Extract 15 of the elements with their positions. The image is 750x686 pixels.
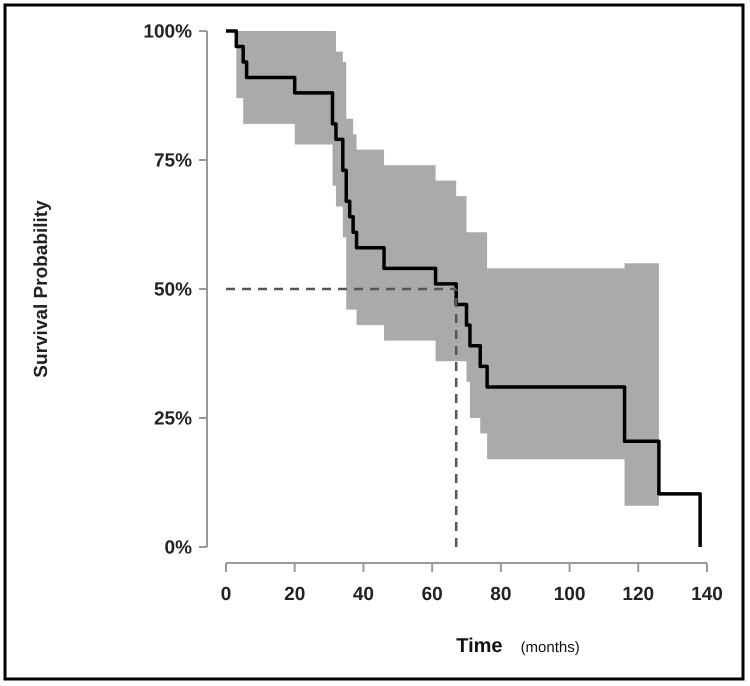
x-axis-title: Time (months) — [456, 635, 580, 657]
y-tick-label: 25% — [154, 408, 192, 430]
y-tick-label: 50% — [154, 280, 192, 301]
x-tick-label: 20 — [284, 584, 306, 605]
x-tick-label: 80 — [490, 584, 512, 605]
y-tick-label: 75% — [154, 150, 192, 172]
x-tick-label: 120 — [622, 584, 654, 605]
y-tick-label: 0% — [164, 538, 192, 559]
x-tick-label: 100 — [554, 584, 586, 605]
x-tick-label: 60 — [422, 584, 443, 605]
x-tick-label: 140 — [691, 584, 723, 605]
y-axis-title: Survival Probability — [31, 200, 52, 378]
y-tick-label: 100% — [143, 22, 192, 43]
x-tick-label: 0 — [220, 584, 232, 605]
x-tick-label: 40 — [352, 584, 374, 605]
